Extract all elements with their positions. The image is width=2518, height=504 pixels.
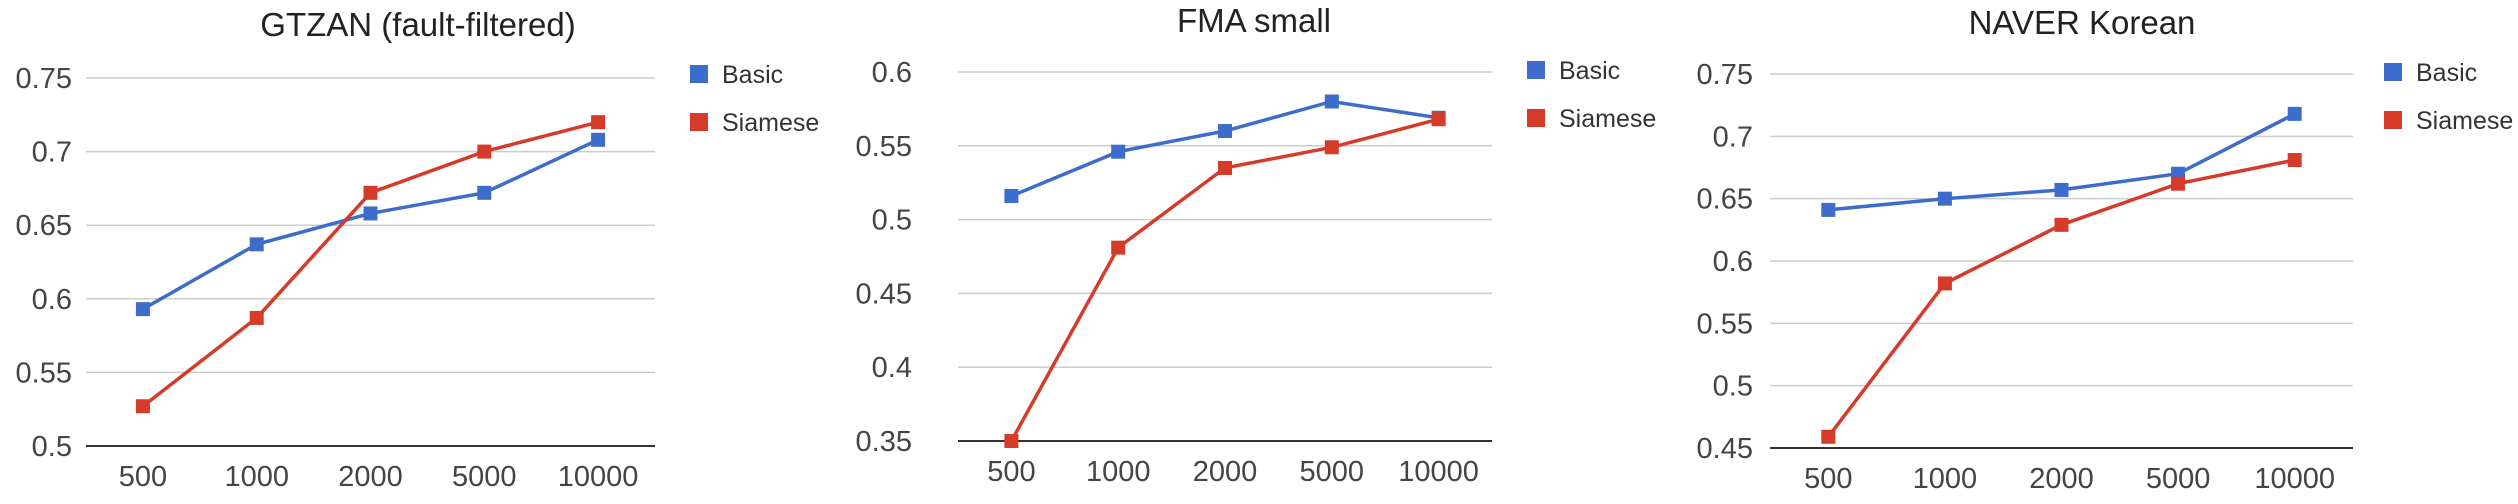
data-point-basic bbox=[1218, 124, 1232, 139]
legend: Basic Siamese bbox=[690, 61, 819, 137]
data-point-basic bbox=[135, 302, 150, 317]
x-tick-labels: 500 1000 2000 5000 10000 bbox=[987, 456, 1479, 488]
data-point-siamese bbox=[1821, 429, 1836, 444]
gridlines bbox=[1770, 73, 2353, 449]
data-point-siamese bbox=[2287, 153, 2302, 168]
legend-swatch-siamese bbox=[690, 113, 708, 131]
x-tick-label: 2000 bbox=[338, 461, 403, 493]
x-tick-label: 5000 bbox=[452, 461, 517, 493]
data-point-basic bbox=[1937, 191, 1952, 206]
legend-label-basic: Basic bbox=[1559, 57, 1620, 85]
y-tick-label: 0.4 bbox=[872, 352, 912, 384]
data-point-siamese bbox=[249, 310, 264, 325]
data-point-basic bbox=[363, 206, 378, 221]
y-tick-label: 0.35 bbox=[856, 426, 912, 458]
x-tick-label: 5000 bbox=[1300, 456, 1365, 488]
data-point-siamese bbox=[591, 115, 606, 130]
legend-swatch-basic bbox=[1527, 61, 1545, 79]
gridlines bbox=[958, 71, 1492, 442]
y-tick-label: 0.55 bbox=[16, 357, 72, 389]
y-tick-label: 0.75 bbox=[16, 63, 72, 95]
legend: Basic Siamese bbox=[1527, 57, 1656, 133]
data-point-siamese bbox=[2054, 217, 2069, 232]
x-tick-labels: 500 1000 2000 5000 10000 bbox=[1804, 463, 2335, 495]
x-tick-label: 10000 bbox=[2254, 463, 2335, 495]
y-tick-label: 0.7 bbox=[32, 137, 72, 169]
x-tick-label: 2000 bbox=[1193, 456, 1258, 488]
y-tick-label: 0.5 bbox=[1713, 371, 1753, 403]
y-tick-label: 0.75 bbox=[1697, 59, 1753, 91]
data-point-siamese bbox=[1937, 276, 1952, 291]
y-tick-label: 0.55 bbox=[856, 131, 912, 163]
x-tick-label: 10000 bbox=[558, 461, 639, 493]
chart-fma-small: FMA small 0.35 0.4 0.45 0.5 0.55 0.6 500 1000 2… bbox=[856, 2, 1657, 488]
legend-swatch-basic bbox=[2384, 63, 2402, 81]
y-tick-label: 0.45 bbox=[1697, 433, 1753, 465]
data-point-basic bbox=[1004, 188, 1019, 203]
legend-label-siamese: Siamese bbox=[2416, 107, 2513, 135]
data-point-siamese bbox=[135, 399, 150, 414]
x-tick-label: 10000 bbox=[1398, 456, 1479, 488]
legend-label-basic: Basic bbox=[722, 61, 783, 89]
data-point-siamese bbox=[363, 185, 378, 200]
legend-swatch-basic bbox=[690, 65, 708, 83]
chart-title: FMA small bbox=[1177, 2, 1331, 39]
y-tick-label: 0.7 bbox=[1713, 121, 1753, 153]
data-point-basic bbox=[249, 237, 264, 252]
series-line-basic bbox=[1010, 99, 1439, 198]
series-lines bbox=[1821, 106, 2302, 444]
x-tick-labels: 500 1000 2000 5000 10000 bbox=[119, 461, 639, 493]
y-tick-label: 0.6 bbox=[872, 57, 912, 89]
chart-naver-korean: NAVER Korean 0.45 0.5 0.55 0.6 0.65 0.7 0.75 5… bbox=[1697, 4, 2514, 495]
series-lines bbox=[1004, 94, 1446, 448]
y-tick-label: 0.45 bbox=[856, 278, 912, 310]
data-point-basic bbox=[2054, 182, 2069, 197]
data-point-basic bbox=[1821, 202, 1836, 217]
data-point-basic bbox=[591, 132, 606, 147]
legend: Basic Siamese bbox=[2384, 59, 2513, 135]
data-point-basic bbox=[1324, 94, 1339, 109]
legend-swatch-siamese bbox=[1527, 109, 1545, 127]
data-point-siamese bbox=[1111, 240, 1126, 255]
data-point-siamese bbox=[1004, 434, 1019, 448]
y-tick-label: 0.6 bbox=[1713, 246, 1753, 278]
chart-title: NAVER Korean bbox=[1969, 4, 2196, 41]
y-tick-label: 0.65 bbox=[16, 210, 72, 242]
y-tick-label: 0.5 bbox=[32, 431, 72, 463]
data-point-siamese bbox=[1431, 112, 1446, 127]
y-tick-label: 0.65 bbox=[1697, 184, 1753, 216]
x-tick-label: 2000 bbox=[2029, 463, 2094, 495]
gridlines bbox=[86, 77, 655, 447]
y-tick-labels: 0.35 0.4 0.45 0.5 0.55 0.6 bbox=[856, 57, 912, 458]
data-point-siamese bbox=[1218, 160, 1232, 175]
chart-title: GTZAN (fault-filtered) bbox=[260, 6, 575, 43]
x-tick-label: 500 bbox=[1804, 463, 1852, 495]
data-point-basic bbox=[2287, 106, 2302, 121]
x-tick-label: 500 bbox=[987, 456, 1035, 488]
series-line-siamese bbox=[141, 120, 599, 408]
y-tick-labels: 0.45 0.5 0.55 0.6 0.65 0.7 0.75 bbox=[1697, 59, 1753, 465]
legend-label-siamese: Siamese bbox=[1559, 105, 1656, 133]
data-point-siamese bbox=[2171, 176, 2186, 191]
x-tick-label: 1000 bbox=[224, 461, 289, 493]
chart-gtzan: GTZAN (fault-filtered) 0.5 0.55 0.6 0.65 0.7… bbox=[16, 6, 820, 493]
x-tick-label: 1000 bbox=[1913, 463, 1978, 495]
legend-label-basic: Basic bbox=[2416, 59, 2477, 87]
y-tick-label: 0.55 bbox=[1697, 308, 1753, 340]
x-tick-label: 500 bbox=[119, 461, 167, 493]
y-tick-label: 0.5 bbox=[872, 205, 912, 237]
data-point-siamese bbox=[477, 144, 492, 159]
data-point-siamese bbox=[1324, 140, 1339, 155]
y-tick-label: 0.6 bbox=[32, 284, 72, 316]
legend-label-siamese: Siamese bbox=[722, 109, 819, 137]
data-point-basic bbox=[1111, 144, 1126, 159]
x-tick-label: 5000 bbox=[2146, 463, 2211, 495]
data-point-basic bbox=[477, 185, 492, 200]
series-lines bbox=[135, 115, 606, 414]
legend-swatch-siamese bbox=[2384, 111, 2402, 129]
y-tick-labels: 0.5 0.55 0.6 0.65 0.7 0.75 bbox=[16, 63, 72, 463]
x-tick-label: 1000 bbox=[1086, 456, 1151, 488]
